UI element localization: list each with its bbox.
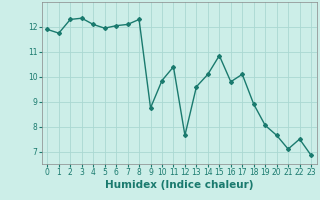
X-axis label: Humidex (Indice chaleur): Humidex (Indice chaleur) xyxy=(105,180,253,190)
